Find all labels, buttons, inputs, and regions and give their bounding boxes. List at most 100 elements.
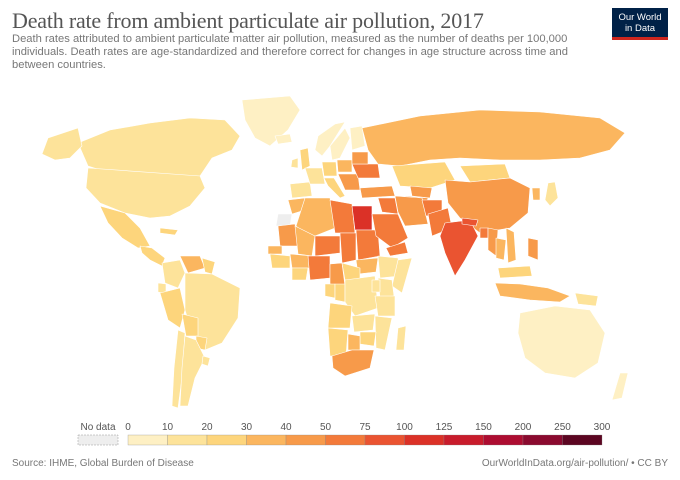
region-saudi-arabia[interactable] <box>371 213 409 249</box>
region-spain[interactable] <box>289 181 313 199</box>
legend-bin-6[interactable] <box>364 434 405 446</box>
license-label[interactable]: • CC BY <box>631 458 668 469</box>
region-chad[interactable] <box>339 232 357 264</box>
region-finland[interactable] <box>349 125 366 151</box>
region-central-america[interactable] <box>139 245 166 267</box>
region-zimbabwe[interactable] <box>359 331 377 347</box>
owid-logo[interactable]: Our World in Data <box>612 8 668 40</box>
legend-bin-5[interactable] <box>325 434 366 446</box>
region-gabon[interactable] <box>324 283 336 299</box>
legend-tick-7: 100 <box>396 422 413 433</box>
region-iran[interactable] <box>394 195 429 227</box>
legend-bin-4[interactable] <box>285 434 326 446</box>
region-colombia[interactable] <box>161 259 186 289</box>
region-japan[interactable] <box>544 181 559 207</box>
region-ukraine[interactable] <box>351 163 381 179</box>
region-tanzania[interactable] <box>374 295 396 317</box>
region-sweden[interactable] <box>329 127 351 161</box>
region-new-zealand[interactable] <box>611 372 629 401</box>
legend-bin-0[interactable] <box>127 434 168 446</box>
region-madagascar[interactable] <box>395 325 407 351</box>
region-vietnam[interactable] <box>505 227 517 264</box>
legend-bin-8[interactable] <box>443 434 484 446</box>
region-indonesia[interactable] <box>494 282 571 303</box>
region-uganda[interactable] <box>371 279 381 293</box>
legend-bin-3[interactable] <box>246 434 287 446</box>
region-chile[interactable] <box>171 329 186 409</box>
region-alaska[interactable] <box>41 127 83 161</box>
region-niger[interactable] <box>314 235 341 257</box>
source-link[interactable]: OurWorldInData.org/air-pollution/ <box>481 458 629 469</box>
region-united-states[interactable] <box>85 167 206 219</box>
region-botswana[interactable] <box>347 333 361 351</box>
chart-title: Death rate from ambient particulate air … <box>12 8 484 33</box>
region-belarus[interactable] <box>351 151 369 165</box>
region-malaysia[interactable] <box>497 265 533 279</box>
region-russia[interactable] <box>361 109 626 167</box>
region-somalia[interactable] <box>391 257 413 294</box>
region-congo[interactable] <box>334 283 346 303</box>
legend-tick-11: 250 <box>554 422 571 433</box>
legend-bin-10[interactable] <box>522 434 563 446</box>
legend-no-data-swatch <box>77 434 119 446</box>
region-senegal[interactable] <box>267 245 283 255</box>
region-korea[interactable] <box>531 187 541 201</box>
region-balkans[interactable] <box>337 173 361 191</box>
footer-right: OurWorldInData.org/air-pollution/ • CC B… <box>482 458 668 469</box>
color-legend: No data 0 10 20 30 40 50 75 100 125 150 200 250 300 <box>77 422 611 446</box>
region-papua-new-guinea[interactable] <box>574 292 599 307</box>
region-nigeria[interactable] <box>307 255 331 281</box>
region-thailand[interactable] <box>495 237 507 261</box>
region-bangladesh[interactable] <box>479 227 489 239</box>
region-italy[interactable] <box>323 177 346 199</box>
region-australia[interactable] <box>517 305 606 379</box>
world-map <box>41 95 629 409</box>
region-guinea[interactable] <box>269 253 291 269</box>
region-nepal[interactable] <box>461 217 479 227</box>
legend-tick-2: 20 <box>201 422 213 433</box>
region-uzbekistan[interactable] <box>409 185 433 199</box>
region-western-sahara[interactable] <box>275 213 293 227</box>
legend-bin-2[interactable] <box>206 434 247 446</box>
region-iraq[interactable] <box>377 197 399 215</box>
region-cuba[interactable] <box>159 227 179 236</box>
region-brazil[interactable] <box>184 272 241 351</box>
region-ghana[interactable] <box>291 267 309 281</box>
region-france[interactable] <box>304 167 326 185</box>
region-south-africa[interactable] <box>331 349 375 377</box>
legend-bin-9[interactable] <box>483 434 524 446</box>
region-germany[interactable] <box>321 161 338 177</box>
region-kenya[interactable] <box>377 277 395 299</box>
region-uruguay[interactable] <box>201 355 211 367</box>
legend-tick-6: 75 <box>359 422 371 433</box>
legend-tick-8: 125 <box>436 422 453 433</box>
region-philippines[interactable] <box>527 237 539 261</box>
region-zambia[interactable] <box>351 313 376 333</box>
legend-tick-9: 150 <box>475 422 492 433</box>
region-mozambique[interactable] <box>374 315 393 351</box>
region-kazakhstan[interactable] <box>391 161 456 189</box>
legend-tick-0: 0 <box>125 422 131 433</box>
logo-line-1: Our World <box>618 12 662 23</box>
region-peru[interactable] <box>159 287 186 329</box>
legend-bin-11[interactable] <box>562 434 603 446</box>
region-poland[interactable] <box>336 159 353 173</box>
region-egypt[interactable] <box>351 205 373 231</box>
legend-tick-4: 40 <box>280 422 292 433</box>
region-turkey[interactable] <box>359 185 396 199</box>
region-guyana[interactable] <box>201 257 216 275</box>
region-india[interactable] <box>439 219 479 277</box>
footer: Source: IHME, Global Burden of Disease O… <box>12 458 668 469</box>
region-algeria[interactable] <box>295 197 336 239</box>
region-argentina[interactable] <box>179 335 206 407</box>
region-bolivia[interactable] <box>181 313 199 337</box>
region-ireland[interactable] <box>290 157 299 169</box>
region-united-kingdom[interactable] <box>299 147 311 171</box>
region-yemen[interactable] <box>385 241 409 257</box>
legend-bin-1[interactable] <box>167 434 208 446</box>
region-iceland[interactable] <box>274 133 293 145</box>
region-angola[interactable] <box>327 302 353 329</box>
legend-bin-7[interactable] <box>404 434 445 446</box>
legend-tick-10: 200 <box>515 422 532 433</box>
region-dr-congo[interactable] <box>344 275 379 317</box>
